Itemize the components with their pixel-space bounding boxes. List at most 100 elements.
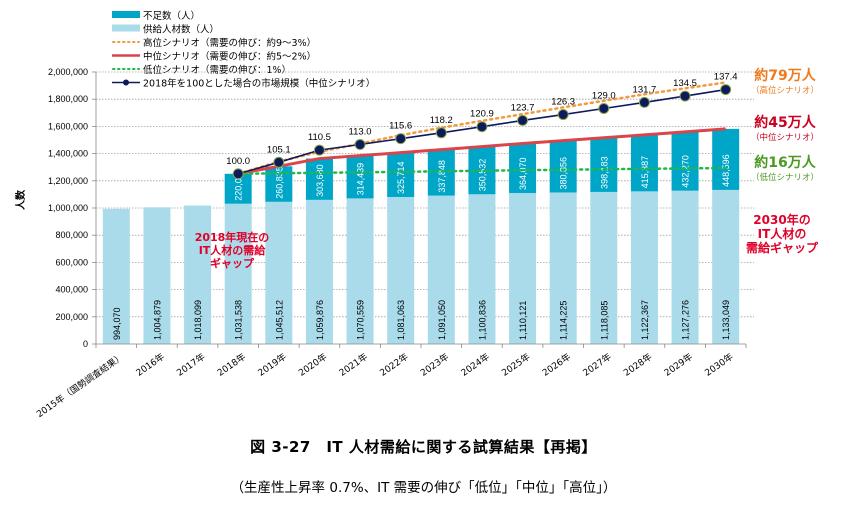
y-tick-label: 0 — [83, 339, 88, 349]
supply-bar — [712, 189, 740, 344]
market-index-marker — [598, 102, 610, 114]
market-index-label: 113.0 — [349, 127, 372, 138]
y-tick-label: 1,600,000 — [48, 121, 88, 131]
supply-bar — [630, 191, 658, 344]
y-tick-label: 1,000,000 — [48, 203, 88, 213]
market-index-label: 105.1 — [267, 144, 291, 155]
y-tick-label: 600,000 — [55, 257, 88, 267]
shortage-bar — [630, 134, 658, 192]
shortage-bar — [346, 155, 374, 199]
supply-bar — [590, 191, 618, 344]
supply-value-label: 1,018,099 — [193, 300, 203, 340]
legend-label: 低位シナリオ（需要の伸び：1%） — [143, 64, 291, 76]
supply-value-label: 1,114,225 — [559, 301, 569, 340]
x-tick-label: 2024年 — [459, 351, 492, 379]
gap-annotation-sub: （低位シナリオ） — [751, 172, 819, 183]
shortage-bar — [712, 128, 740, 190]
legend-swatch — [112, 11, 140, 18]
market-index-marker — [273, 156, 285, 168]
supply-value-label: 1,118,085 — [599, 301, 609, 340]
legend-label: 高位シナリオ（需要の伸び：約9～3%） — [143, 37, 316, 49]
gap-annotation: 約45万人 — [754, 114, 816, 131]
market-index-marker — [313, 144, 325, 156]
lines: 100.0 105.1 110.5 113.0 115.6 118.2 120.9 123.7… — [226, 72, 738, 180]
supply-bar — [468, 194, 496, 344]
supply-bar — [387, 196, 415, 344]
supply-value-label: 1,004,879 — [152, 300, 162, 340]
chart: 不足数（人） 供給人材数（人）高位シナリオ（需要の伸び：約9～3%） 中位シナリオ（… — [14, 10, 819, 420]
shortage-value-label: 398,183 — [599, 156, 609, 189]
gap-2030-annotation: IT人材の — [758, 226, 807, 241]
supply-value-label: 1,122,367 — [640, 300, 650, 340]
gap-2018-annotation: 2018年現在の — [195, 230, 270, 244]
x-tick-label: 2015年（国勢調査結果） — [34, 351, 126, 420]
supply-bar — [346, 198, 374, 344]
shortage-bar — [387, 152, 415, 197]
supply-bar — [184, 205, 212, 344]
y-tick-label: 2,000,000 — [48, 67, 88, 77]
supply-value-label: 1,045,512 — [274, 300, 284, 340]
shortage-value-label: 325,714 — [396, 161, 406, 194]
mid-scenario-line — [237, 127, 726, 176]
x-tick-label: 2023年 — [418, 351, 451, 379]
shortage-bar — [509, 143, 537, 194]
bars: 994,070 1,004,879 1,018,099 1,031,538 220,00… — [102, 128, 740, 344]
market-index-label: 115.6 — [389, 121, 412, 132]
gap-annotation-sub: （高位シナリオ） — [751, 85, 819, 96]
market-index-label: 118.2 — [430, 115, 453, 126]
shortage-value-label: 314,439 — [356, 163, 366, 196]
market-index-label: 123.7 — [511, 102, 535, 113]
legend-swatch — [112, 24, 140, 32]
legend-label: 中位シナリオ（需要の伸び：約5～2%） — [143, 51, 316, 63]
market-index-marker — [435, 127, 447, 139]
x-tick-label: 2017年 — [174, 351, 207, 379]
x-tick-label: 2022年 — [377, 351, 410, 379]
y-axis: 0 200,000 400,000 600,000 800,000 1,000,000 1,… — [48, 67, 97, 349]
supply-bar — [509, 193, 537, 344]
market-index-label: 134.5 — [673, 78, 697, 89]
x-tick-label: 2021年 — [337, 351, 370, 379]
supply-bar — [265, 201, 293, 344]
supply-bar — [143, 207, 171, 344]
supply-value-label: 1,059,876 — [315, 300, 325, 340]
shortage-bar — [305, 158, 333, 200]
x-tick-label: 2019年 — [256, 351, 289, 379]
shortage-value-label: 380,856 — [559, 157, 569, 190]
legend-label: 供給人材数（人） — [143, 24, 219, 36]
supply-value-label: 1,133,049 — [721, 300, 731, 340]
supply-bar — [671, 190, 699, 344]
market-index-marker — [395, 133, 407, 145]
legend-marker — [123, 79, 129, 86]
annotations: 約79万人（高位シナリオ） 約45万人（中位シナリオ） 約16万人（低位シナリオ） 2… — [195, 67, 819, 270]
legend-label: 不足数（人） — [143, 10, 200, 22]
shortage-value-label: 448,596 — [721, 154, 731, 187]
x-tick-label: 2018年 — [215, 351, 248, 379]
x-axis: 2015年（国勢調査結果） 2016年 2017年 2018年 2019年 2020年 20… — [34, 343, 747, 420]
gap-2030-annotation: 2030年の — [753, 212, 810, 227]
x-tick-label: 2025年 — [499, 351, 532, 379]
shortage-value-label: 220,000 — [234, 168, 244, 201]
market-index-marker — [232, 168, 244, 180]
y-tick-label: 1,200,000 — [48, 176, 88, 186]
y-tick-label: 1,800,000 — [48, 94, 88, 104]
shortage-bar — [590, 137, 618, 192]
figure-title: 図 3-27 IT 人材需給に関する試算結果【再掲】 — [250, 438, 597, 456]
shortage-bar — [671, 131, 699, 191]
supply-value-label: 1,031,538 — [234, 300, 244, 340]
supply-value-label: 1,127,276 — [681, 300, 691, 340]
market-index-label: 120.9 — [470, 109, 494, 120]
x-tick-label: 2028年 — [621, 351, 654, 379]
y-tick-label: 200,000 — [55, 312, 88, 322]
x-tick-label: 2030年 — [702, 351, 735, 379]
supply-value-label: 1,081,063 — [396, 300, 406, 340]
supply-value-label: 1,100,836 — [477, 300, 487, 340]
gap-annotation-sub: （中位シナリオ） — [751, 132, 819, 143]
market-index-marker — [354, 139, 366, 151]
supply-bar — [224, 203, 252, 344]
supply-bar — [305, 199, 333, 344]
market-index-marker — [476, 121, 488, 133]
gap-annotation: 約79万人 — [754, 67, 816, 84]
gap-2018-annotation: ギャップ — [210, 256, 255, 270]
legend-label: 2018年を100とした場合の市場規模（中位シナリオ） — [143, 78, 375, 90]
market-index-label: 131.7 — [633, 84, 657, 95]
